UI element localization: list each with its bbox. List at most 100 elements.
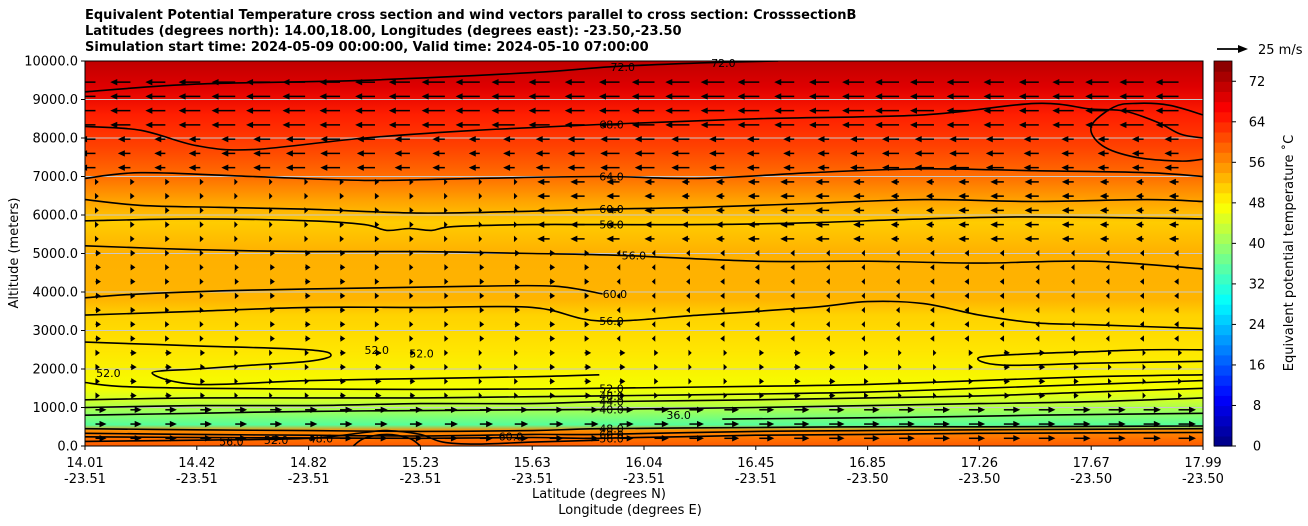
wind-arrow-head: [620, 363, 626, 371]
wind-arrow-head: [432, 150, 440, 157]
contour-label: 68.0: [599, 119, 624, 132]
wind-arrow-head: [1018, 93, 1026, 100]
contour-56: [85, 300, 1203, 330]
contour-72: [85, 61, 779, 93]
wind-arrow-head: [1073, 378, 1079, 385]
wind-arrow-head: [340, 292, 346, 300]
wind-arrow-head: [686, 321, 690, 328]
wind-arrow-head: [388, 121, 396, 129]
wind-arrow-head: [94, 235, 99, 243]
wind-arrow-head: [1174, 249, 1179, 257]
wind-arrow-head: [978, 406, 986, 414]
wind-arrow-head: [1105, 335, 1110, 342]
wind-arrow-head: [478, 178, 483, 186]
wind-arrow-head: [199, 264, 204, 271]
wind-arrow-head: [444, 363, 449, 371]
wind-arrow-head: [1135, 235, 1143, 243]
wind-arrow-head: [130, 178, 135, 186]
wind-arrow-head: [188, 150, 196, 157]
wind-arrow-head: [737, 107, 745, 114]
wind-arrow-head: [780, 207, 788, 214]
wind-arrow-head: [355, 107, 363, 114]
wind-arrow-head: [861, 306, 865, 314]
wind-arrow-head: [513, 235, 518, 243]
colorbar-band: [1214, 294, 1232, 305]
wind-arrow-head: [421, 107, 429, 114]
wind-arrow-head: [234, 321, 239, 328]
wind-arrow-head: [964, 321, 969, 328]
wind-arrow-head: [199, 321, 204, 328]
wind-arrow-head: [234, 264, 239, 271]
wind-arrow-head: [134, 420, 142, 428]
wind-arrow-head: [478, 349, 482, 357]
wind-arrow-head: [515, 306, 521, 314]
wind-arrow-head: [340, 335, 346, 342]
wind-arrow-head: [234, 292, 239, 300]
wind-arrow-head: [165, 249, 170, 257]
x-tick-label-lon: -23.51: [511, 472, 553, 487]
wind-arrow-head: [654, 363, 659, 371]
wind-arrow-head: [720, 249, 725, 257]
wind-arrow-head: [200, 349, 206, 357]
contour-52: [977, 348, 1203, 367]
wind-arrow-head: [598, 78, 606, 86]
wind-arrow-head: [521, 420, 529, 428]
wind-arrow-head: [415, 420, 423, 428]
y-axis-label: Altitude (meters): [7, 198, 22, 309]
contour-label: 52.0: [96, 367, 121, 380]
wind-arrow-head: [686, 278, 690, 285]
x-tick-label-lon: -23.51: [735, 472, 777, 487]
x-tick-label-lat: 16.85: [849, 456, 886, 471]
wind-arrow-head: [895, 335, 900, 342]
wind-arrow-head: [1071, 249, 1075, 257]
wind-arrow-head: [165, 264, 170, 271]
wind-arrow-head: [269, 363, 273, 371]
wind-arrow-head: [99, 420, 107, 428]
wind-arrow-head: [774, 107, 782, 114]
wind-arrow-head: [134, 406, 142, 414]
wind-arrow-head: [585, 378, 592, 385]
wind-arrow-head: [374, 292, 380, 300]
wind-arrow-head: [732, 435, 740, 442]
colorbar-band: [1214, 354, 1232, 366]
wind-arrow-head: [909, 107, 917, 114]
wind-arrow-head: [688, 363, 692, 371]
contour-44: [85, 387, 1203, 409]
wind-arrow-head: [634, 150, 642, 157]
colorbar-band: [1214, 334, 1232, 346]
wind-arrow-head: [73, 79, 80, 85]
wind-arrow-head: [651, 306, 656, 314]
colorbar-band: [1214, 142, 1232, 153]
x-axis: 14.01-23.5114.42-23.5114.82-23.5115.23-2…: [64, 446, 1224, 487]
wind-arrow-head: [374, 235, 380, 243]
wind-arrow-head: [528, 93, 536, 100]
wind-arrow-head: [999, 264, 1005, 271]
wind-arrow-head: [1097, 164, 1105, 171]
wind-arrow-head: [204, 406, 212, 414]
wind-arrow-head: [1135, 207, 1143, 214]
wind-arrow-head: [340, 349, 346, 357]
wind-arrow-head: [681, 207, 688, 214]
contour-36: [722, 412, 1203, 420]
colorbar-band: [1214, 304, 1232, 315]
wind-arrow-head: [584, 321, 590, 328]
wind-arrow-head: [444, 378, 449, 385]
wind-arrow-head: [94, 221, 99, 228]
wind-arrow-head: [1073, 363, 1079, 371]
wind-arrow-head: [875, 107, 883, 114]
wind-arrow-head: [686, 292, 690, 300]
wind-arrow-head: [513, 178, 518, 186]
wind-arrow-head: [169, 406, 177, 414]
wind-arrow-head: [304, 192, 309, 200]
y-tick-label: 10000.0: [24, 55, 78, 70]
wind-arrow-head: [356, 150, 364, 157]
wind-arrow-head: [720, 292, 725, 300]
wind-arrow-head: [949, 150, 957, 157]
x-tick-label-lat: 14.42: [178, 456, 215, 471]
wind-arrow-head: [340, 363, 346, 371]
wind-arrow-head: [409, 321, 414, 328]
y-tick-label: 9000.0: [33, 93, 79, 108]
wind-arrow-head: [600, 135, 608, 143]
x-tick-label-lon: -23.51: [623, 472, 665, 487]
wind-arrow-head: [1153, 435, 1161, 442]
